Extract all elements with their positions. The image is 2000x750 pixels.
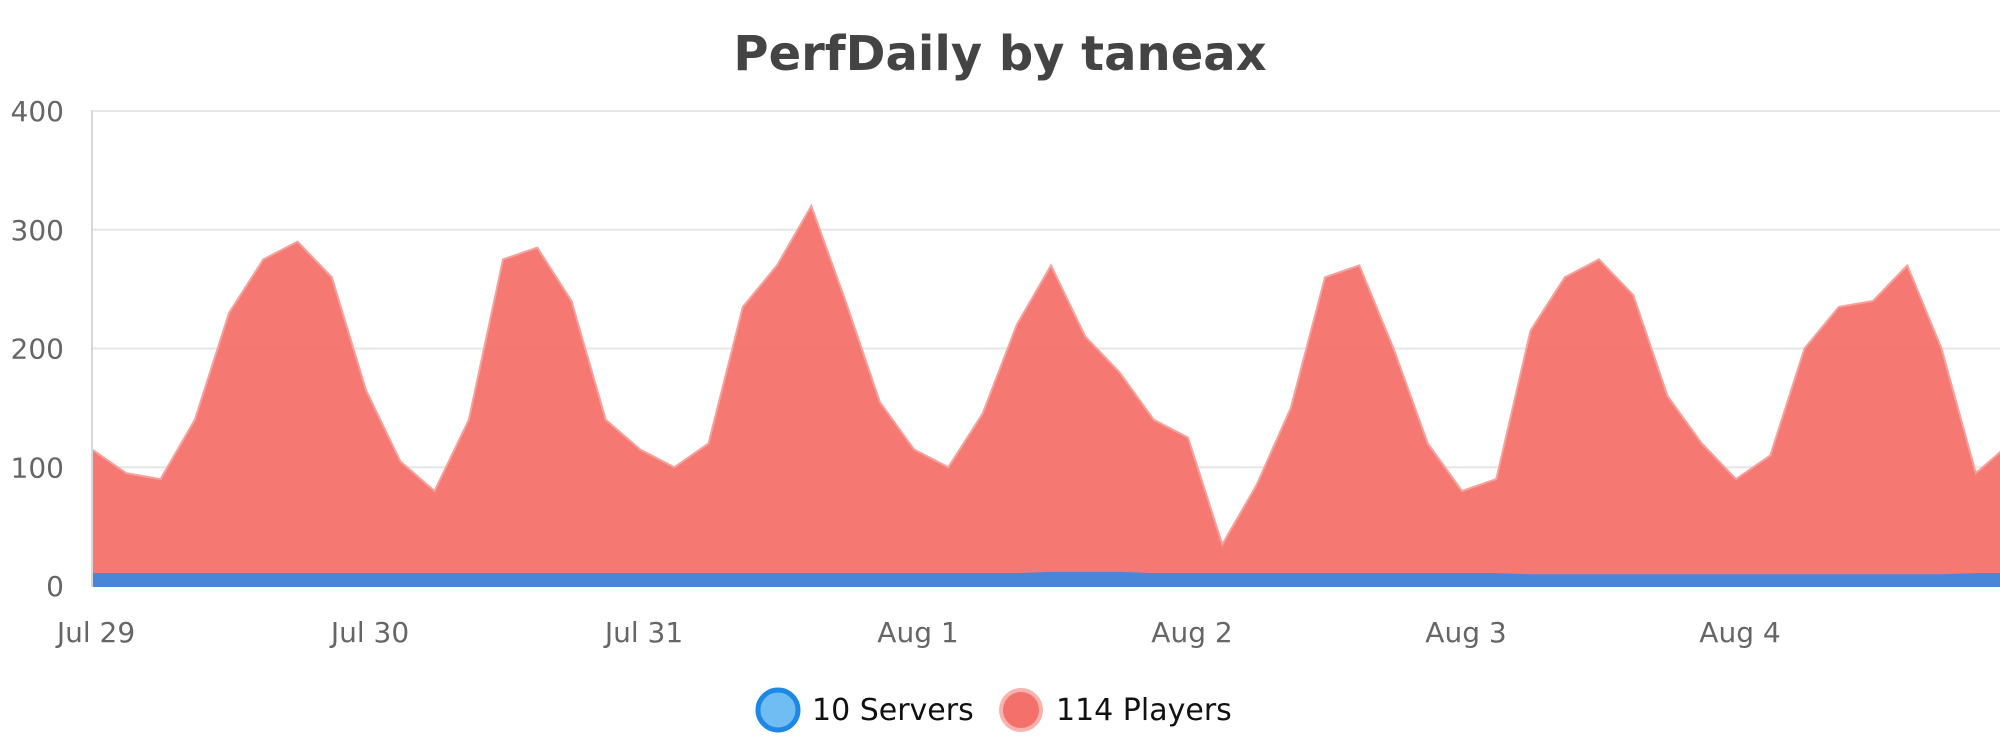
y-tick-label: 200	[11, 333, 64, 366]
legend-marker-players	[999, 688, 1043, 732]
legend-label-players: 114 Players	[1056, 693, 1232, 728]
y-tick-label: 0	[46, 570, 64, 603]
x-tick-label: Aug 4	[1699, 616, 1780, 649]
legend-label-servers: 10 Servers	[812, 693, 974, 728]
x-axis-ticks: Jul 29 Jul 30 Jul 31 Aug 1 Aug 2 Aug 3 Aug 4	[55, 616, 1781, 649]
x-tick-label: Aug 1	[877, 616, 958, 649]
x-tick-label: Jul 29	[55, 616, 135, 649]
legend-marker-servers	[755, 687, 801, 733]
legend-item-servers[interactable]: 10 Servers	[755, 687, 974, 733]
x-tick-label: Aug 2	[1151, 616, 1232, 649]
chart-title: PerfDaily by taneax	[733, 26, 1266, 82]
y-tick-label: 400	[11, 95, 64, 128]
players-area	[91, 203, 2000, 587]
legend-item-players[interactable]: 114 Players	[999, 688, 1232, 732]
y-axis-ticks: 0 100 200 300 400	[11, 95, 64, 603]
plot-area	[91, 203, 2000, 587]
y-tick-label: 300	[11, 214, 64, 247]
y-tick-label: 100	[11, 451, 64, 484]
servers-area	[91, 571, 2000, 587]
x-tick-label: Aug 3	[1425, 616, 1506, 649]
x-tick-label: Jul 31	[603, 616, 683, 649]
x-tick-label: Jul 30	[329, 616, 409, 649]
legend: 10 Servers 114 Players	[755, 687, 1232, 733]
